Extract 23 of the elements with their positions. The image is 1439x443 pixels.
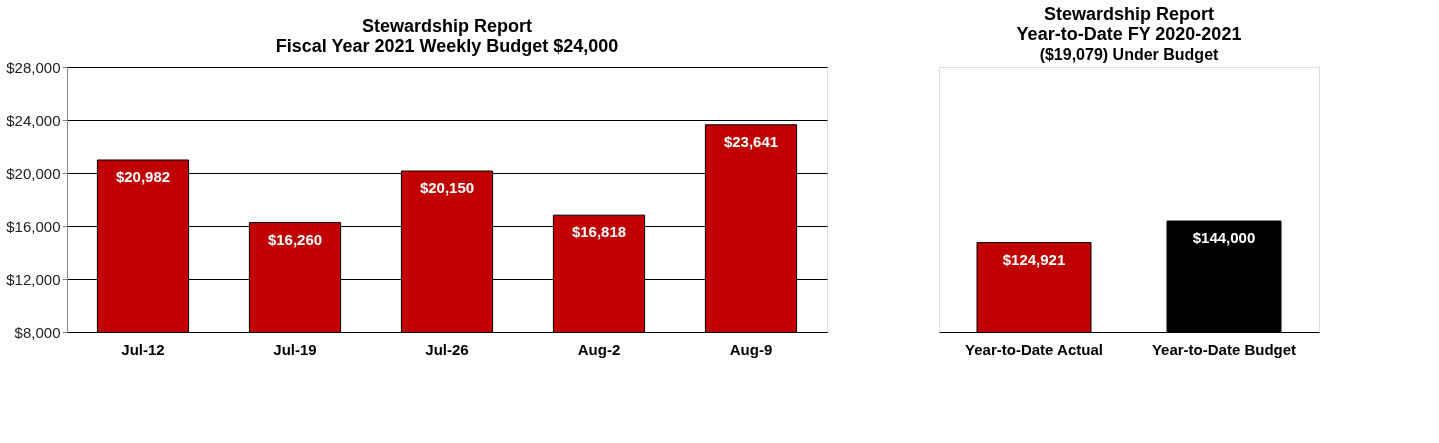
x-tick-label: Year-to-Date Budget [1151, 340, 1297, 358]
data-label: $20,150 [419, 179, 475, 197]
x-tick-label: Jul-19 [273, 340, 317, 358]
y-tick-label: $28,000 [6, 58, 61, 76]
data-label: $124,921 [1002, 250, 1066, 268]
data-label: $16,260 [267, 230, 323, 248]
data-label: $16,818 [571, 223, 627, 241]
chart-title: Stewardship Report Fiscal Year 2021 Weekly Budget $24,000 [275, 16, 619, 56]
data-label: $23,641 [723, 132, 779, 150]
chart-title: Stewardship Report Year-to-Date FY 2020-2021 [1016, 4, 1242, 44]
x-tick-label: Year-to-Date Actual [965, 340, 1103, 358]
y-tick-label: $20,000 [6, 164, 61, 182]
x-tick-label: Aug-9 [729, 340, 773, 358]
y-tick-label: $24,000 [6, 111, 61, 129]
x-tick-label: Aug-2 [577, 340, 621, 358]
chart-subtitle: ($19,079) Under Budget [1039, 46, 1220, 63]
x-tick-label: Jul-12 [121, 340, 165, 358]
y-tick-label: $16,000 [6, 217, 61, 235]
data-label: $20,982 [115, 167, 171, 185]
x-tick-label: Jul-26 [425, 340, 469, 358]
data-label: $144,000 [1192, 229, 1256, 247]
y-tick-label: $12,000 [6, 270, 61, 288]
y-tick-label: $8,000 [14, 323, 61, 341]
